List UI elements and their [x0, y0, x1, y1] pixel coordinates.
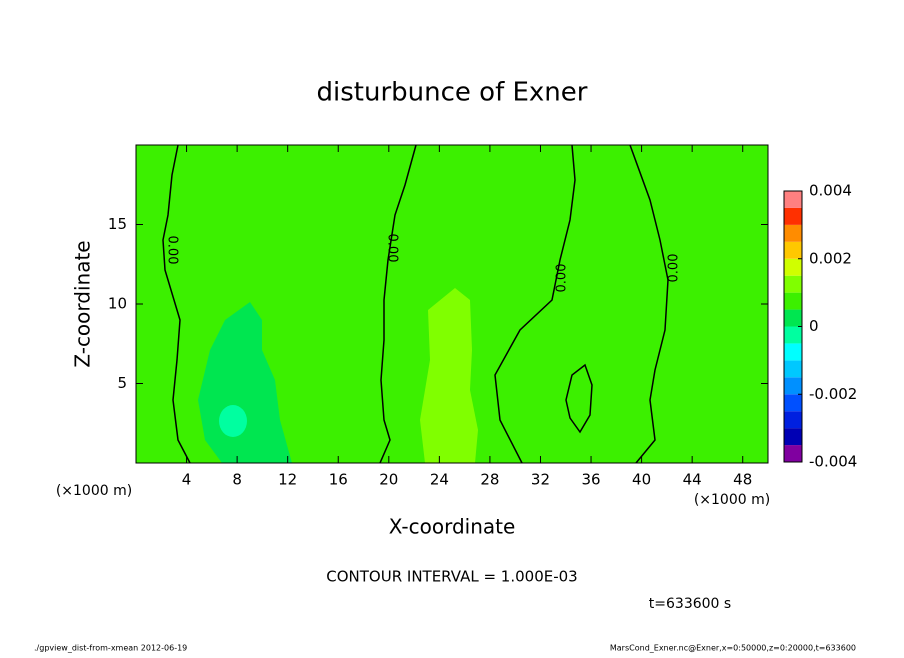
colorbar-band [784, 411, 802, 429]
chart-title: disturbunce of Exner [317, 78, 588, 108]
colorbar-band [784, 292, 802, 310]
colorbar-band [784, 445, 802, 462]
contour-line [379, 144, 417, 464]
x-tick-label: 20 [379, 471, 398, 489]
x-tick-label: 12 [278, 471, 297, 489]
y-tick-label: 5 [117, 374, 127, 392]
x-tick-label: 4 [182, 471, 192, 489]
x-tick-label: 44 [683, 471, 702, 489]
contour-label: 0.00 [667, 254, 682, 283]
y-tick-label: 15 [108, 215, 127, 233]
contour-label: 0.00 [385, 234, 400, 263]
colorbar-band [784, 428, 802, 446]
colorbar-tick-label: 0.002 [809, 249, 852, 267]
colorbar-band [784, 343, 802, 361]
x-tick-label: 8 [232, 471, 242, 489]
contour-interval: CONTOUR INTERVAL = 1.000E-03 [326, 568, 577, 586]
colorbar-band [784, 377, 802, 395]
x-tick-label: 48 [733, 471, 752, 489]
footer: ./gpview_dist-from-xmean 2012-06-19 [34, 644, 187, 653]
x-tick-label: 24 [430, 471, 449, 489]
colorbar-band [784, 258, 802, 276]
colorbar-tick-label: 0.004 [809, 182, 852, 200]
colorbar-band [784, 394, 802, 412]
colorbar-band [784, 191, 802, 208]
y-axis-label: Z-coordinate [71, 240, 95, 367]
colorbar-band [784, 275, 802, 293]
contour-label: 0.00 [555, 264, 570, 293]
x-tick-label: 28 [480, 471, 499, 489]
x-tick-label: 32 [531, 471, 550, 489]
positive-region [420, 288, 478, 463]
x-axis-label: X-coordinate [389, 515, 516, 539]
colorbar-tick-label: -0.004 [809, 453, 857, 471]
contour-line [162, 144, 191, 464]
footer: MarsCond_Exner.nc@Exner,x=0:50000,z=0:20… [610, 644, 856, 653]
colorbar-tick-label: -0.002 [809, 385, 857, 403]
colorbar-tick-label: 0 [809, 317, 819, 335]
colorbar-band [784, 326, 802, 344]
contour-line [629, 144, 669, 464]
negative-region [219, 405, 247, 437]
x-unit: (×1000 m) [56, 483, 132, 499]
contour-label: 0.00 [165, 236, 180, 265]
colorbar-band [784, 207, 802, 225]
colorbar-band [784, 309, 802, 327]
contour-line [565, 363, 593, 434]
time-label: t=633600 s [649, 596, 731, 612]
contour-line [494, 144, 576, 464]
contour-lines [162, 144, 669, 464]
colorbar-band [784, 224, 802, 242]
y-tick-label: 10 [108, 295, 127, 313]
colorbar-band [784, 360, 802, 378]
x-tick-label: 16 [329, 471, 348, 489]
x-tick-label: 36 [581, 471, 600, 489]
colorbar-band [784, 241, 802, 259]
x-unit: (×1000 m) [694, 492, 770, 508]
x-tick-label: 40 [632, 471, 651, 489]
